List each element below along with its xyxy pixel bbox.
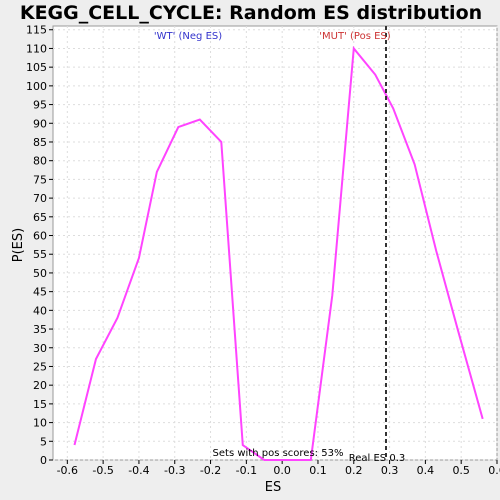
y-tick-label: 30: [33, 342, 47, 355]
y-tick-label: 10: [33, 417, 47, 430]
real-es-label: Real ES 0.3: [349, 453, 405, 464]
y-tick-label: 35: [33, 323, 47, 336]
y-axis-label: P(ES): [11, 228, 26, 262]
x-tick-label: 0.0: [273, 464, 291, 477]
chart-title: KEGG_CELL_CYCLE: Random ES distribution: [20, 2, 482, 24]
y-tick-label: 50: [33, 267, 47, 280]
neg-es-label: 'WT' (Neg ES): [154, 31, 222, 42]
series-layer: [73, 45, 484, 461]
y-tick-label: 55: [33, 248, 47, 261]
y-tick-label: 105: [26, 61, 47, 74]
x-tick-label: 0.3: [381, 464, 399, 477]
x-tick-label: -0.6: [57, 464, 78, 477]
y-tick-label: 0: [40, 454, 47, 467]
y-tick-label: 40: [33, 304, 47, 317]
y-tick-label: 15: [33, 398, 47, 411]
x-axis-label: ES: [265, 480, 281, 495]
y-tick-label: 75: [33, 173, 47, 186]
y-tick-label: 20: [33, 379, 47, 392]
y-tick-label: 70: [33, 192, 47, 205]
y-tick-label: 90: [33, 117, 47, 130]
x-tick-label: -0.3: [164, 464, 185, 477]
x-tick-label: -0.5: [92, 464, 113, 477]
y-tick-label: 60: [33, 230, 47, 243]
y-tick-label: 115: [26, 24, 47, 37]
y-tick-label: 110: [26, 42, 47, 55]
x-tick-label: 0.4: [417, 464, 435, 477]
y-tick-label: 5: [40, 435, 47, 448]
pos-es-label: 'MUT' (Pos ES): [319, 31, 390, 42]
x-tick-label: -0.2: [200, 464, 221, 477]
y-tick-label: 45: [33, 286, 47, 299]
y-tick-label: 80: [33, 155, 47, 168]
x-tick-label: 0.1: [309, 464, 327, 477]
sets-pos-scores-text: Sets with pos scores: 53%: [213, 448, 344, 459]
y-tick-label: 85: [33, 136, 47, 149]
x-tick-label: 0.2: [345, 464, 363, 477]
y-tick-label: 25: [33, 360, 47, 373]
x-tick-label: -0.1: [236, 464, 257, 477]
x-axis-ticks: -0.6 -0.5 -0.4 -0.3 -0.2 -0.1 0.0 0.1 0.2 0.3 0.4 0…: [57, 460, 500, 477]
y-tick-label: 100: [26, 80, 47, 93]
y-tick-label: 65: [33, 211, 47, 224]
x-tick-label: 0.5: [452, 464, 470, 477]
series-line: [73, 45, 484, 461]
x-tick-label: -0.4: [128, 464, 149, 477]
plot-area: [52, 25, 498, 461]
gridlines: [53, 26, 498, 461]
y-tick-label: 95: [33, 99, 47, 112]
x-tick-label: 0.6: [488, 464, 500, 477]
y-axis-ticks: 0 5 10 15 20 25 30 35 40 45 50 55 60 65 70 75 80 85 90 95 10…: [26, 24, 53, 467]
